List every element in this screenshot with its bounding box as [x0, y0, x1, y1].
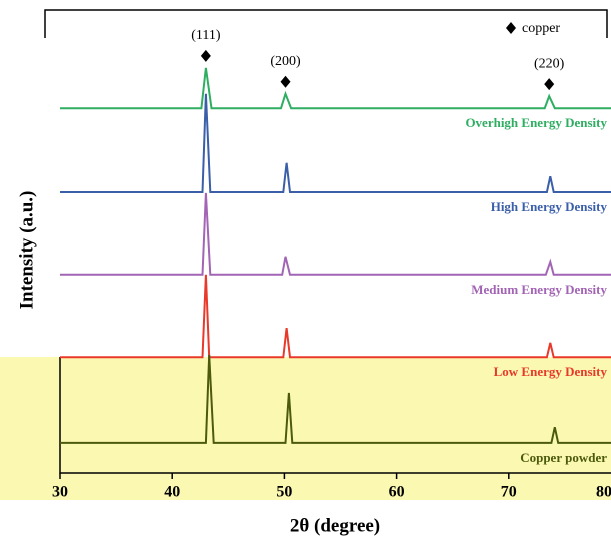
annotation-marker: [280, 75, 291, 88]
legend-marker: [506, 22, 516, 34]
series-line: [60, 192, 611, 276]
series-line: [60, 274, 611, 359]
x-tick-label: 30: [52, 484, 68, 501]
series-label: Copper powder: [520, 450, 607, 465]
annotation: (220): [534, 56, 565, 71]
series-line: [60, 354, 611, 444]
top-frame: [44, 9, 608, 38]
series-line: [60, 67, 611, 110]
annotation-marker: [544, 78, 555, 91]
x-tick-label: 50: [276, 484, 292, 501]
annotation: (111): [191, 28, 221, 43]
series-label: High Energy Density: [491, 199, 608, 214]
series-label: Low Energy Density: [494, 364, 608, 379]
annotation-marker: [200, 49, 211, 62]
legend: copper: [506, 21, 560, 36]
annotation: (200): [270, 54, 301, 69]
series-label: Overhigh Energy Density: [465, 115, 607, 130]
x-tick-label: 60: [389, 484, 405, 501]
series-line: [60, 93, 611, 193]
series-label: Medium Energy Density: [471, 282, 607, 297]
x-tick-label: 80: [596, 484, 611, 501]
x-tick-label: 40: [164, 484, 180, 501]
legend-label: copper: [522, 21, 560, 36]
y-axis-label: Intensity (a.u.): [16, 191, 37, 310]
x-tick-label: 70: [501, 484, 517, 501]
x-axis-label: 2θ (degree): [290, 515, 380, 536]
